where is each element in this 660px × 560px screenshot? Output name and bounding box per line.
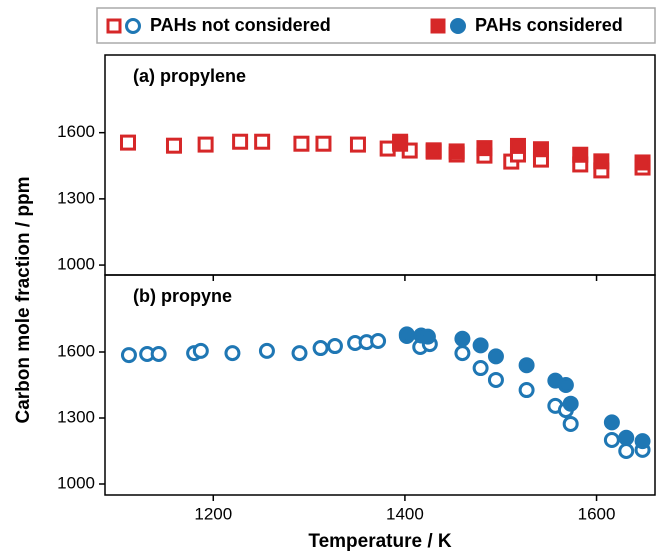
circle-marker <box>557 377 574 393</box>
x-tick-label: 1400 <box>386 504 424 523</box>
legend-marker <box>430 18 446 34</box>
legend-box <box>96 7 656 44</box>
square-marker <box>593 153 610 170</box>
circle-marker <box>603 432 620 448</box>
circle-marker <box>150 345 167 362</box>
legend-label: PAHs considered <box>475 15 623 35</box>
y-tick-label: 1000 <box>57 255 95 274</box>
square-marker <box>254 133 271 150</box>
circle-marker <box>487 348 504 365</box>
square-marker <box>448 143 465 160</box>
square-marker <box>119 134 136 151</box>
circle-marker <box>562 395 579 412</box>
square-marker <box>572 146 589 163</box>
legend-marker <box>450 18 466 34</box>
x-tick-label: 1600 <box>578 504 616 523</box>
circle-marker <box>618 443 635 459</box>
circle-marker <box>291 345 308 362</box>
circle-marker <box>518 357 535 374</box>
circle-marker <box>454 345 471 362</box>
square-marker <box>532 141 549 158</box>
square-marker <box>349 136 366 153</box>
square-marker <box>509 137 526 154</box>
square-marker <box>165 137 182 154</box>
y-tick-label: 1600 <box>57 122 95 141</box>
circle-marker <box>120 347 137 364</box>
circle-marker <box>518 382 535 399</box>
square-marker <box>293 135 310 152</box>
x-axis-label: Temperature / K <box>308 531 452 552</box>
circle-marker <box>472 337 489 354</box>
legend-marker <box>125 18 141 34</box>
square-marker <box>232 133 249 150</box>
square-marker <box>425 142 442 159</box>
legend-marker <box>106 18 122 34</box>
circle-marker <box>487 371 504 388</box>
y-tick-label: 1300 <box>57 407 95 426</box>
y-tick-label: 1300 <box>57 188 95 207</box>
circle-marker <box>634 433 651 450</box>
circle-marker <box>370 333 387 349</box>
y-tick-label: 1000 <box>57 473 95 492</box>
square-marker <box>392 135 409 152</box>
circle-marker <box>312 340 329 357</box>
panel-title: (b) propyne <box>133 286 232 306</box>
circle-marker <box>618 429 635 446</box>
circle-marker <box>224 345 241 362</box>
circle-marker <box>419 328 436 345</box>
plot-frame <box>104 274 656 496</box>
circle-marker <box>258 342 275 359</box>
square-marker <box>634 154 651 171</box>
square-marker <box>197 136 214 153</box>
circle-marker <box>454 330 471 347</box>
panel-title: (a) propylene <box>133 66 246 86</box>
circle-marker <box>472 360 489 377</box>
circle-marker <box>603 414 620 431</box>
legend-label: PAHs not considered <box>150 15 331 35</box>
x-tick-label: 1200 <box>194 504 232 523</box>
circle-marker <box>192 342 209 359</box>
circle-marker <box>562 415 579 432</box>
square-marker <box>476 140 493 157</box>
square-marker <box>315 135 332 152</box>
y-tick-label: 1600 <box>57 341 95 360</box>
circle-marker <box>398 326 415 343</box>
circle-marker <box>326 338 343 355</box>
y-axis-label: Carbon mole fraction / ppm <box>13 176 34 423</box>
